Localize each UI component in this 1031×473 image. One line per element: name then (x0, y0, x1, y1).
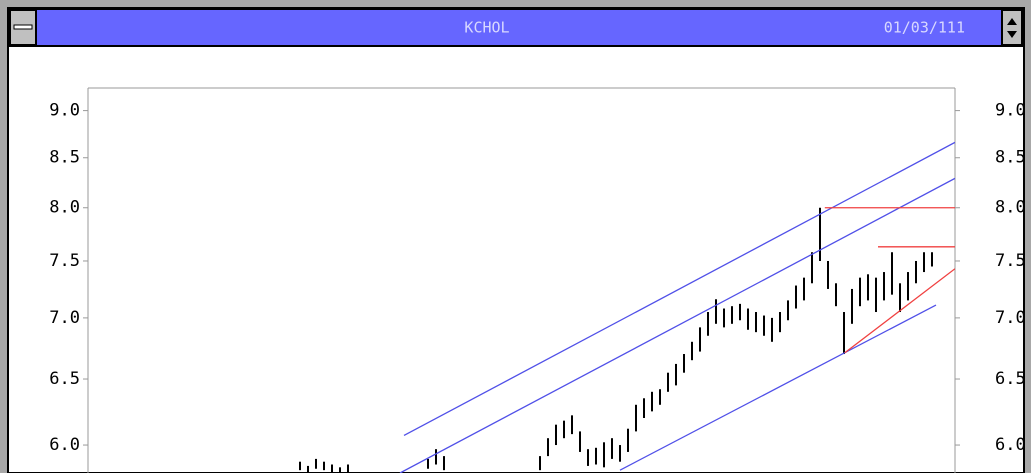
y-tick-label: 7.0 (49, 308, 80, 328)
y-tick-label: 7.5 (49, 251, 80, 271)
minus-icon (13, 24, 33, 30)
y-tick-label: 6.5 (49, 369, 80, 389)
y2-tick-label: 6.5 (995, 369, 1026, 389)
trend-line (399, 177, 955, 473)
y-tick-label: 6.0 (49, 435, 80, 455)
y2-tick-label: 7.5 (995, 251, 1026, 271)
y2-tick-label: 8.5 (995, 148, 1026, 168)
title-bar (8, 8, 1024, 47)
resize-button[interactable] (1001, 9, 1023, 46)
y2-tick-label: 6.0 (995, 435, 1026, 455)
y-tick-label: 8.5 (49, 148, 80, 168)
y2-tick-label: 7.0 (995, 308, 1026, 328)
client-area (7, 7, 1025, 473)
y-tick-label: 9.0 (49, 101, 80, 121)
window-title: KCHOL (464, 19, 509, 37)
trend-line (844, 268, 955, 354)
y2-tick-label: 8.0 (995, 198, 1026, 218)
arrow-icon (1007, 18, 1017, 38)
plot (299, 141, 955, 473)
trend-line (619, 304, 937, 471)
y-tick-label: 8.0 (49, 198, 80, 218)
trend-line (403, 141, 955, 437)
y2-tick-label: 9.0 (995, 101, 1026, 121)
window-date: 01/03/111 (884, 19, 965, 37)
